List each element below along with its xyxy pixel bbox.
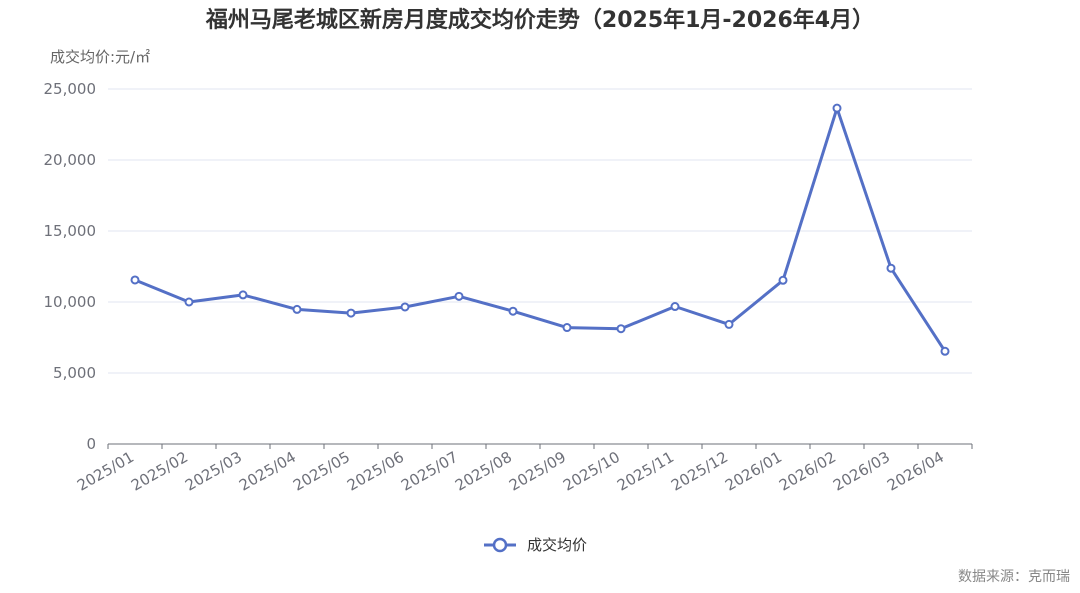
y-tick-label: 10,000 (44, 293, 97, 311)
y-axis-unit-label: 成交均价:元/㎡ (50, 48, 150, 66)
y-tick-label: 20,000 (44, 151, 97, 169)
x-tick-label: 2025/07 (398, 448, 461, 495)
data-point (562, 323, 572, 333)
data-point (238, 290, 248, 300)
data-point (454, 291, 464, 301)
x-tick-label: 2025/06 (344, 448, 407, 495)
y-tick-label: 0 (86, 435, 96, 453)
data-point (400, 302, 410, 312)
y-tick-label: 5,000 (53, 364, 96, 382)
series-line (133, 106, 947, 353)
x-tick-label: 2025/08 (452, 448, 515, 495)
data-point (616, 324, 626, 334)
data-point (346, 308, 356, 318)
legend-label: 成交均价 (527, 536, 587, 554)
data-point (832, 103, 842, 113)
x-tick-label: 2025/04 (236, 448, 299, 495)
x-tick-label: 2025/12 (668, 448, 731, 495)
data-point (508, 306, 518, 316)
legend-marker-icon (492, 537, 508, 553)
data-point (292, 304, 302, 314)
y-tick-label: 25,000 (44, 80, 97, 98)
x-tick-label: 2026/03 (830, 448, 893, 495)
x-tick-label: 2025/11 (614, 448, 677, 495)
grid-lines (108, 88, 972, 374)
data-source-note: 数据来源：克而瑞 (958, 569, 1070, 585)
y-tick-label: 15,000 (44, 222, 97, 240)
data-point (886, 263, 896, 273)
x-tick-label: 2025/03 (182, 448, 245, 495)
data-point (778, 275, 788, 285)
data-point (130, 275, 140, 285)
data-point (940, 346, 950, 356)
x-tick-label: 2026/04 (884, 448, 947, 495)
series-line-layer (130, 103, 950, 356)
data-point (670, 302, 680, 312)
x-axis: 2025/012025/022025/032025/042025/052025/… (74, 443, 973, 495)
x-tick-label: 2025/02 (128, 448, 191, 495)
legend[interactable]: 成交均价 (484, 536, 587, 554)
x-tick-label: 2025/09 (506, 448, 569, 495)
chart-title: 福州马尾老城区新房月度成交均价走势（2025年1月-2026年4月） (205, 7, 874, 33)
x-tick-label: 2025/01 (74, 448, 137, 495)
x-tick-label: 2025/05 (290, 448, 353, 495)
x-tick-label: 2026/01 (722, 448, 785, 495)
y-axis-ticks: 0 5,000 10,000 15,000 20,000 25,000 (44, 80, 97, 453)
data-point (724, 319, 734, 329)
x-tick-label: 2025/10 (560, 448, 623, 495)
x-tick-label: 2026/02 (776, 448, 839, 495)
data-point (184, 297, 194, 307)
